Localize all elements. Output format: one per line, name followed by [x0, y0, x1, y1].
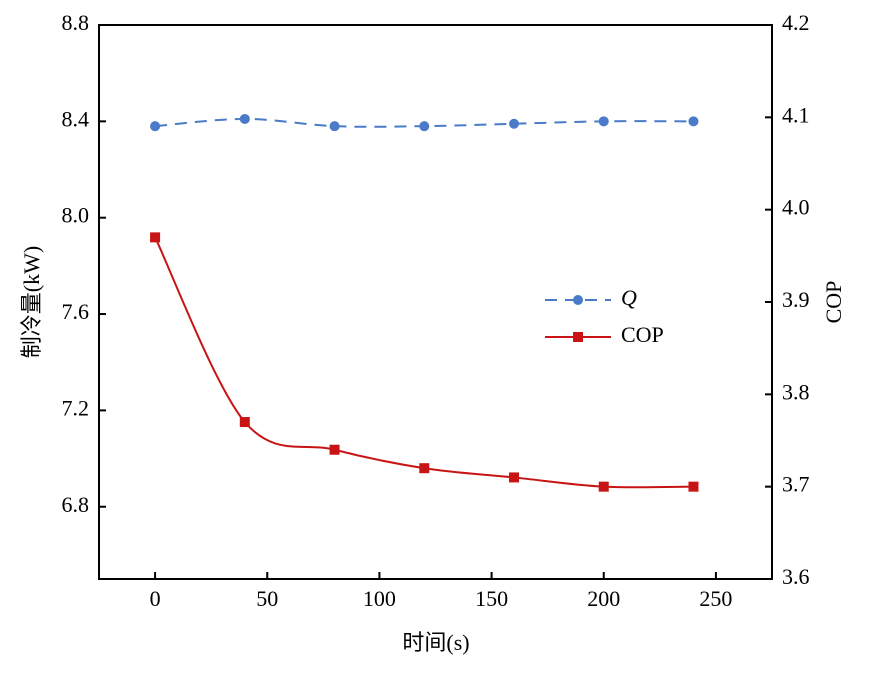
x-tick-label: 200 [587, 586, 620, 611]
marker [598, 116, 609, 127]
marker [598, 481, 609, 492]
x-tick-label: 0 [150, 586, 161, 611]
marker [509, 118, 520, 129]
y-tick-label: 7.6 [62, 299, 90, 324]
y2-tick-label: 3.9 [782, 287, 810, 312]
marker [419, 121, 430, 132]
y2-tick-label: 4.0 [782, 195, 810, 220]
marker [509, 472, 520, 483]
y-axis-label: 制冷量(kW) [19, 246, 44, 358]
marker [150, 121, 161, 132]
marker [150, 232, 161, 243]
legend-marker [573, 295, 583, 305]
x-tick-label: 150 [475, 586, 508, 611]
y2-tick-label: 4.1 [782, 102, 810, 127]
y2-tick-label: 3.6 [782, 564, 810, 589]
marker [419, 463, 430, 474]
y2-tick-label: 3.8 [782, 379, 810, 404]
x-tick-label: 50 [256, 586, 278, 611]
marker [688, 116, 699, 127]
y-tick-label: 7.2 [62, 395, 90, 420]
series-line [154, 236, 694, 489]
marker [239, 113, 250, 124]
marker [239, 417, 250, 428]
y2-tick-label: 3.7 [782, 472, 810, 497]
legend-marker [573, 332, 583, 342]
y-tick-label: 8.8 [62, 10, 90, 35]
legend-label: COP [621, 322, 664, 347]
y-tick-label: 6.8 [62, 492, 90, 517]
plot-frame [98, 24, 773, 580]
marker [688, 481, 699, 492]
x-tick-label: 250 [699, 586, 732, 611]
x-axis-label: 时间(s) [402, 630, 469, 655]
marker [329, 121, 340, 132]
marker [329, 444, 340, 455]
y-tick-label: 8.4 [62, 106, 90, 131]
y-tick-label: 8.0 [62, 203, 90, 228]
x-tick-label: 100 [363, 586, 396, 611]
y2-axis-label: COP [821, 281, 846, 324]
y2-tick-label: 4.2 [782, 10, 810, 35]
legend-label: Q [621, 285, 637, 310]
